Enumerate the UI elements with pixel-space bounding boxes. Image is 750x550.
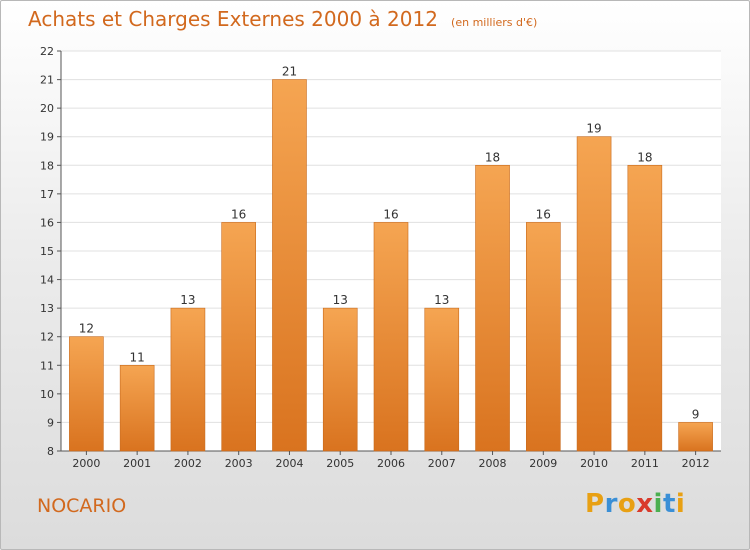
- logo-letter: P: [585, 489, 605, 519]
- bar-value-label: 12: [79, 322, 94, 336]
- y-tick-label: 13: [40, 302, 54, 315]
- y-tick-label: 9: [47, 416, 54, 429]
- logo-letter: r: [604, 489, 618, 519]
- bar: [627, 164, 663, 452]
- bar-value-label: 16: [231, 207, 246, 221]
- bar-value-label: 9: [692, 407, 700, 421]
- commune-name: NOCARIO: [37, 495, 127, 517]
- y-tick-label: 10: [40, 388, 54, 401]
- x-tick-label: 2004: [275, 457, 303, 470]
- logo-letter: t: [662, 489, 676, 519]
- bar-value-label: 21: [282, 65, 297, 79]
- bar: [322, 307, 358, 452]
- y-tick-label: 22: [40, 45, 54, 58]
- bar: [678, 422, 713, 452]
- x-tick-label: 2010: [580, 457, 608, 470]
- y-tick-label: 18: [40, 159, 54, 172]
- y-tick-label: 21: [40, 74, 54, 87]
- bar-value-label: 19: [586, 122, 601, 136]
- bar-value-label: 18: [485, 150, 500, 164]
- bar-value-label: 13: [333, 293, 348, 307]
- x-tick-label: 2012: [682, 457, 710, 470]
- bar: [475, 164, 510, 452]
- x-tick-label: 2008: [479, 457, 507, 470]
- chart-subtitle: (en milliers d'€): [451, 16, 538, 29]
- y-tick-label: 8: [47, 445, 54, 458]
- y-tick-label: 16: [40, 216, 54, 229]
- x-tick-label: 2005: [326, 457, 354, 470]
- bar: [526, 222, 561, 452]
- bar: [576, 136, 612, 452]
- bar-value-label: 16: [536, 207, 551, 221]
- bar: [272, 79, 307, 452]
- x-tick-label: 2000: [72, 457, 100, 470]
- y-tick-label: 19: [40, 131, 54, 144]
- y-tick-label: 12: [40, 331, 54, 344]
- bar-value-label: 16: [383, 207, 398, 221]
- x-tick-label: 2009: [529, 457, 557, 470]
- x-tick-label: 2006: [377, 457, 405, 470]
- y-tick-label: 14: [40, 274, 54, 287]
- bar: [221, 222, 256, 452]
- bar: [69, 336, 104, 452]
- bar: [373, 222, 409, 452]
- bar-value-label: 13: [434, 293, 449, 307]
- logo-letter: i: [675, 489, 686, 519]
- chart-title: Achats et Charges Externes 2000 à 2012: [28, 7, 438, 31]
- bar: [119, 364, 155, 452]
- x-tick-label: 2011: [631, 457, 659, 470]
- x-tick-label: 2007: [428, 457, 456, 470]
- y-tick-label: 11: [40, 359, 54, 372]
- logo-letter: o: [617, 489, 637, 519]
- bar-value-label: 13: [180, 293, 195, 307]
- x-tick-label: 2001: [123, 457, 151, 470]
- title-row: Achats et Charges Externes 2000 à 2012 (…: [28, 7, 537, 31]
- bar-value-label: 18: [637, 150, 652, 164]
- logo-letter: i: [653, 489, 663, 519]
- y-tick-label: 17: [40, 188, 54, 201]
- bar: [170, 307, 206, 452]
- x-tick-label: 2002: [174, 457, 202, 470]
- logo-letter: x: [636, 489, 654, 519]
- x-tick-label: 2003: [225, 457, 253, 470]
- bar: [424, 307, 460, 452]
- y-tick-label: 20: [40, 102, 54, 115]
- y-tick-label: 15: [40, 245, 54, 258]
- bar-value-label: 11: [130, 350, 145, 364]
- proxiti-logo: Proxiti: [585, 489, 685, 519]
